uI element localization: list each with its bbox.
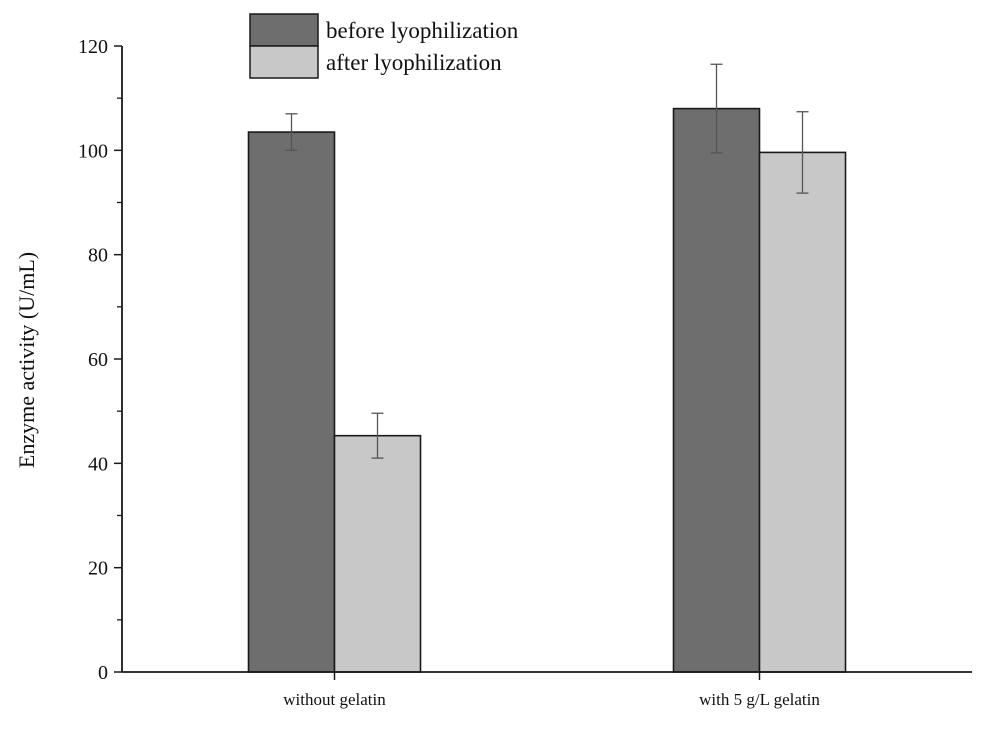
legend-item-before: before lyophilization [249, 13, 519, 47]
legend-swatch [249, 13, 319, 47]
y-tick-label: 80 [88, 245, 108, 267]
axes-layer: without gelatin with 5 g/L gelatin 0 20 40 60… [78, 36, 972, 709]
bar-before-2 [672, 107, 761, 673]
y-tick-label: 0 [98, 662, 108, 684]
y-tick-label: 100 [78, 140, 108, 162]
y-tick-label: 20 [88, 558, 108, 580]
bar-after-2 [758, 151, 847, 673]
x-tick-label: with 5 g/L gelatin [699, 690, 820, 709]
legend-label: after lyophilization [326, 50, 502, 75]
bar-after-1 [333, 434, 422, 673]
bar-before-1 [247, 131, 336, 673]
error-bar-after-2 [796, 111, 809, 194]
legend-swatch [249, 45, 319, 79]
y-axis-title: Enzyme activity (U/mL) [14, 252, 39, 468]
legend: before lyophilization after lyophilizatio… [249, 13, 519, 79]
legend-label: before lyophilization [326, 18, 519, 43]
y-tick-label: 40 [88, 453, 108, 475]
x-tick-label: without gelatin [283, 690, 386, 709]
bars-layer [247, 63, 847, 673]
y-tick-label: 60 [88, 349, 108, 371]
legend-item-after: after lyophilization [249, 45, 502, 79]
error-bar-after-1 [371, 412, 384, 459]
error-bar-before-2 [710, 63, 723, 154]
y-tick-label: 120 [78, 36, 108, 58]
error-bar-before-1 [285, 113, 298, 151]
